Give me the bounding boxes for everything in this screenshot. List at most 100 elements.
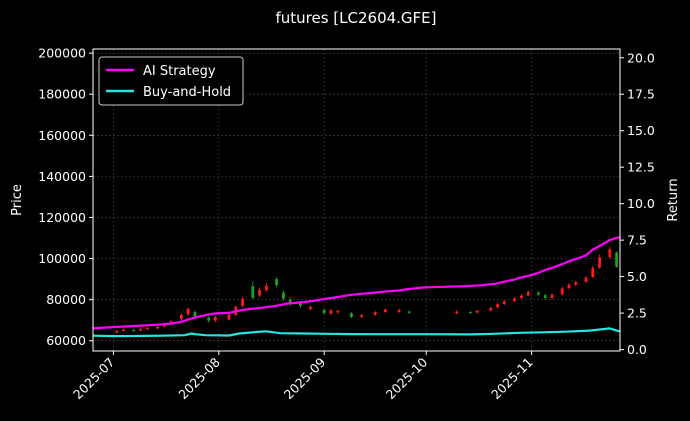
- candle-body: [591, 267, 595, 278]
- candle-body: [275, 279, 278, 286]
- candle: [526, 290, 530, 297]
- left-tick-label: 140000: [38, 169, 86, 184]
- candle: [567, 283, 571, 290]
- candle-body: [526, 291, 530, 296]
- candle-body: [336, 310, 340, 313]
- candle: [591, 265, 595, 279]
- left-tick-label: 180000: [38, 87, 86, 102]
- candle-body: [574, 282, 578, 285]
- candle-body: [513, 298, 516, 302]
- candle-body: [543, 295, 547, 298]
- series-lines: [92, 236, 621, 338]
- candle: [258, 287, 261, 298]
- right-tick-label: 20.0: [627, 50, 655, 65]
- candle-body: [163, 324, 166, 327]
- right-tick-label: 15.0: [627, 123, 655, 138]
- candle-body: [146, 327, 149, 330]
- candle: [373, 310, 377, 317]
- left-tick-label: 200000: [38, 46, 86, 61]
- candle-body: [373, 312, 377, 315]
- candle: [329, 309, 333, 315]
- chart-title: futures [LC2604.GFE]: [275, 9, 436, 27]
- right-tick-label: 5.0: [627, 269, 647, 284]
- candle-body: [241, 298, 244, 306]
- candle: [275, 277, 278, 288]
- candle: [550, 293, 554, 300]
- candle-body: [584, 277, 588, 282]
- candle: [336, 309, 340, 315]
- candle-body: [132, 329, 136, 332]
- candle-body: [329, 310, 333, 314]
- candle: [469, 310, 472, 315]
- candle-body: [122, 329, 125, 331]
- candle-body: [186, 308, 190, 315]
- candle: [282, 290, 285, 301]
- candle: [384, 308, 387, 313]
- candle-body: [282, 292, 285, 299]
- candle: [560, 286, 564, 296]
- candle-body: [309, 306, 312, 309]
- candle-body: [496, 304, 499, 308]
- candle-body: [615, 252, 618, 267]
- left-tick-label: 120000: [38, 210, 86, 225]
- candle-body: [455, 311, 459, 314]
- candle: [227, 313, 231, 321]
- candle-body: [567, 284, 571, 289]
- candle-body: [288, 299, 292, 304]
- candle-body: [251, 286, 255, 298]
- legend-label-strategy: AI Strategy: [143, 64, 216, 79]
- candle: [309, 305, 312, 311]
- legend-box: [98, 56, 244, 106]
- candle-body: [322, 309, 326, 313]
- candle: [455, 310, 459, 315]
- legend-label-buyhold: Buy-and-Hold: [143, 85, 231, 100]
- candle: [122, 328, 125, 332]
- candle-body: [475, 310, 479, 313]
- buyhold-line: [92, 327, 621, 338]
- candle: [574, 280, 578, 287]
- right-tick-label: 2.5: [627, 306, 647, 321]
- left-tick-label: 80000: [46, 292, 86, 307]
- candle-body: [560, 288, 564, 295]
- candle: [214, 315, 217, 323]
- candle: [543, 293, 547, 300]
- candle: [615, 251, 618, 268]
- candle-body: [384, 309, 387, 312]
- candle: [608, 246, 612, 259]
- candle-body: [407, 311, 411, 313]
- right-tick-label: 10.0: [627, 196, 655, 211]
- candle: [241, 296, 244, 308]
- candle-body: [180, 315, 183, 320]
- candle-body: [156, 326, 159, 329]
- candle: [489, 306, 493, 312]
- candle: [513, 297, 516, 303]
- left-axis-title: Price: [10, 184, 25, 216]
- candle-body: [469, 311, 472, 313]
- candle-body: [214, 317, 217, 321]
- candle: [156, 325, 159, 330]
- candle: [520, 294, 523, 300]
- left-tick-label: 60000: [46, 333, 86, 348]
- candle: [598, 254, 601, 269]
- candle-body: [489, 307, 493, 311]
- candle: [496, 302, 499, 309]
- candle: [407, 310, 411, 315]
- candle: [132, 328, 136, 333]
- candle: [360, 314, 363, 319]
- candle: [288, 297, 292, 306]
- candle: [115, 330, 119, 333]
- candle: [180, 312, 183, 321]
- candle: [186, 307, 190, 317]
- candle-body: [550, 294, 554, 298]
- candle-body: [608, 249, 612, 257]
- candle: [350, 311, 353, 319]
- strategy-line: [92, 236, 621, 330]
- candle-body: [520, 295, 523, 298]
- candle-body: [258, 289, 261, 296]
- candle: [265, 282, 268, 292]
- right-tick-label: 0.0: [627, 342, 647, 357]
- candle-body: [537, 292, 540, 295]
- candle-body: [503, 301, 506, 304]
- candle-body: [115, 330, 119, 333]
